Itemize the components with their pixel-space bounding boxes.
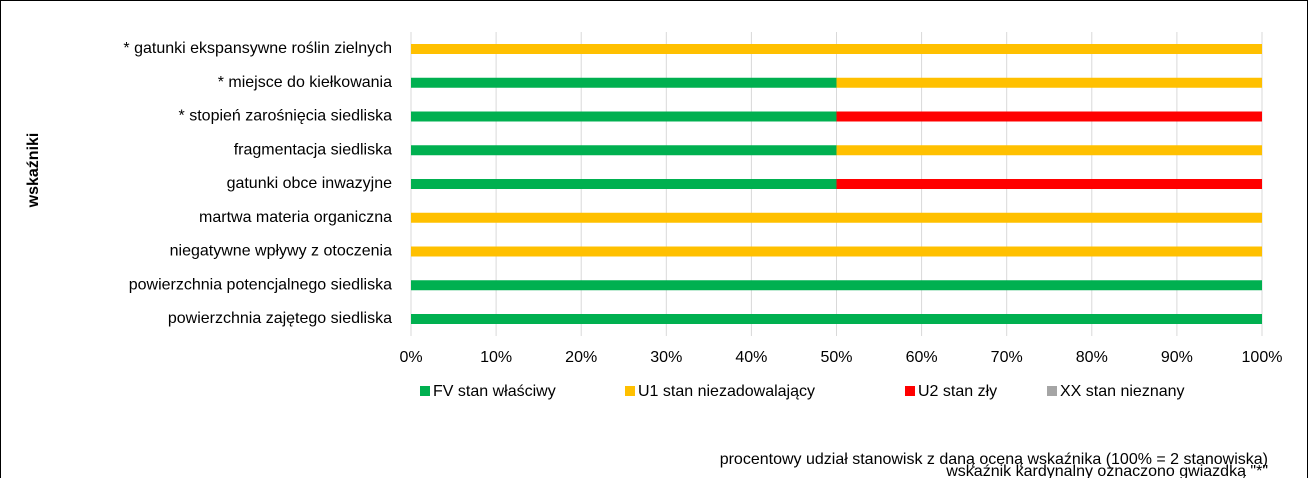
bar	[411, 280, 1262, 291]
x-tick-label: 40%	[735, 349, 767, 366]
y-tick-label: powierzchnia potencjalnego siedliska	[129, 276, 392, 293]
bar	[411, 111, 837, 122]
bar	[836, 179, 1262, 189]
x-tick-label: 80%	[1076, 349, 1108, 366]
x-tick-label: 50%	[820, 349, 852, 366]
legend-label: FV stan właściwy	[433, 383, 556, 400]
x-tick-label: 60%	[906, 349, 938, 366]
x-tick-label: 10%	[480, 349, 512, 366]
legend-label: XX stan nieznany	[1060, 383, 1185, 400]
bar	[411, 212, 1262, 223]
x-tick-label: 70%	[991, 349, 1023, 366]
y-tick-label: fragmentacja siedliska	[234, 141, 392, 158]
annotation: procentowy udział stanowisk z daną oceną…	[720, 451, 1268, 468]
y-tick-label: gatunki obce inwazyjne	[227, 175, 393, 192]
annotation: wskaźnik kardynalny oznaczono gwiazdką "…	[945, 463, 1268, 478]
bar	[411, 246, 1262, 257]
y-tick-label: * stopień zarośnięcia siedliska	[179, 108, 393, 125]
y-tick-label: niegatywne wpływy z otoczenia	[170, 243, 392, 260]
bar	[411, 77, 837, 88]
legend-label: U1 stan niezadowalający	[638, 383, 815, 400]
legend-label: U2 stan zły	[918, 383, 997, 400]
bar	[411, 44, 1262, 54]
y-tick-label: martwa materia organiczna	[199, 209, 392, 226]
legend-swatch	[420, 386, 430, 396]
x-tick-label: 30%	[650, 349, 682, 366]
legend-swatch	[905, 386, 915, 396]
bar	[411, 314, 1262, 324]
bar	[836, 111, 1262, 122]
bar	[836, 77, 1262, 88]
x-tick-label: 100%	[1242, 349, 1283, 366]
bar	[836, 145, 1262, 156]
y-tick-label: * miejsce do kiełkowania	[218, 74, 392, 91]
legend-swatch	[625, 386, 635, 396]
x-tick-label: 0%	[399, 349, 422, 366]
y-tick-label: * gatunki ekspansywne roślin zielnych	[123, 40, 392, 57]
x-tick-label: 90%	[1161, 349, 1193, 366]
y-tick-label: powierzchnia zajętego siedliska	[168, 310, 392, 327]
bar	[411, 179, 837, 189]
legend-swatch	[1047, 386, 1057, 396]
bar	[411, 145, 837, 156]
y-axis-label: wskaźniki	[25, 133, 42, 209]
x-tick-label: 20%	[565, 349, 597, 366]
